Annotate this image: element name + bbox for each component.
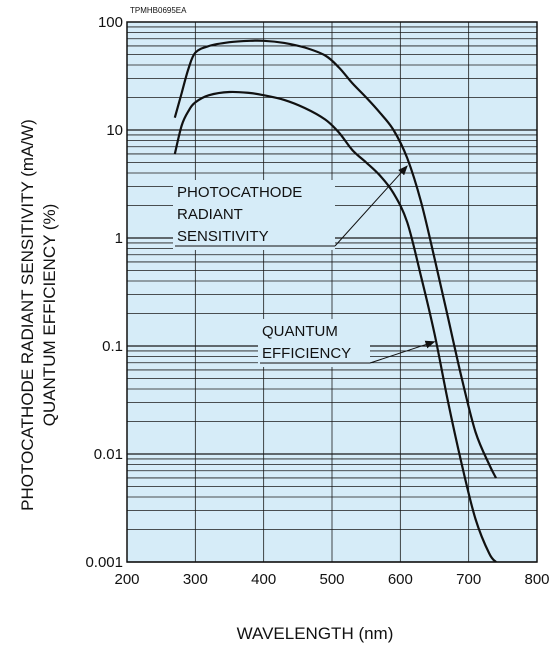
radiant-annotation: PHOTOCATHODE RADIANT SENSITIVITY [173,165,408,250]
x-tick-label: 200 [114,571,139,588]
quantum-annotation: QUANTUM EFFICIENCY [258,319,436,367]
annotation-label: SENSITIVITY [177,228,269,245]
annotation-backdrop [173,180,335,250]
y-tick-label: 10 [106,122,123,139]
annotation-arrow [369,340,436,364]
x-tick-labels: 200 300 400 500 600 700 800 [114,571,549,588]
x-tick-label: 300 [183,571,208,588]
y-tick-label: 0.001 [85,554,123,571]
radiant-curve [173,39,497,479]
quantum-curve [173,90,497,563]
chart-code-label: TPMHB0695EA [130,6,187,15]
y-tick-label: 100 [98,14,123,31]
y-tick-label: 1 [115,230,123,247]
annotation-label: PHOTOCATHODE [177,184,302,201]
y-tick-labels: 0.001 0.01 0.1 1 10 100 [85,14,123,571]
x-tick-label: 400 [251,571,276,588]
y-axis-title-line-2: QUANTUM EFFICIENCY (%) [40,204,59,427]
annotation-label: QUANTUM [262,323,338,340]
y-tick-label: 0.01 [94,446,123,463]
x-tick-label: 800 [524,571,549,588]
y-axis-title-line-1: PHOTOCATHODE RADIANT SENSITIVITY (mA/W) [18,119,37,511]
annotation-layer: PHOTOCATHODE RADIANT SENSITIVITY QUANTUM EFF… [173,165,436,367]
series-layer [173,39,497,563]
x-tick-label: 500 [319,571,344,588]
x-tick-label: 700 [456,571,481,588]
annotation-backdrop [258,319,370,367]
y-tick-label: 0.1 [102,338,123,355]
grid [127,22,537,563]
annotation-label: RADIANT [177,206,243,223]
x-tick-label: 600 [388,571,413,588]
annotation-label: EFFICIENCY [262,345,351,362]
plot-frame [126,21,538,563]
x-axis-title: WAVELENGTH (nm) [237,624,394,643]
annotation-arrow [334,165,408,247]
